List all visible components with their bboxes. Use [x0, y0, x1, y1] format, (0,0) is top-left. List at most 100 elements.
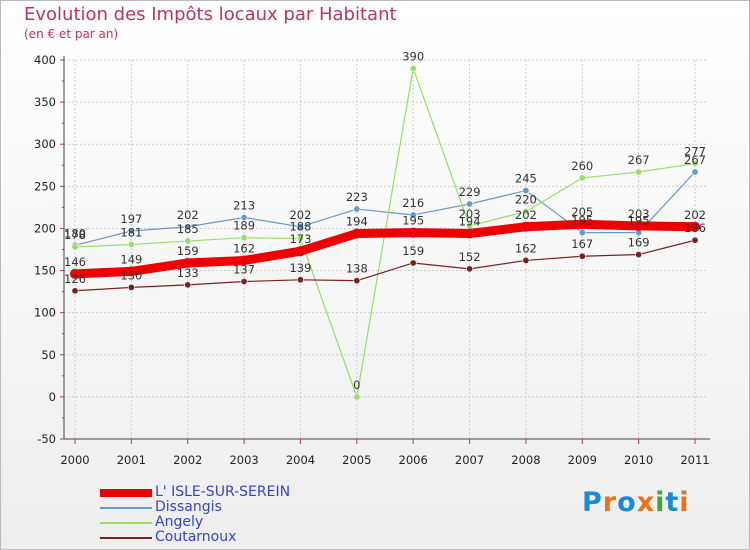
x-tick-label: 2005	[342, 453, 371, 467]
legend-swatch	[100, 507, 152, 509]
y-tick-label: 400	[34, 53, 56, 67]
data-point	[633, 220, 644, 231]
data-point	[578, 229, 586, 237]
x-tick-label: 2001	[117, 453, 146, 467]
data-label: 130	[120, 268, 142, 282]
y-tick-label: 300	[34, 137, 56, 151]
data-label: 139	[289, 261, 311, 275]
logo-letter: x	[636, 487, 656, 518]
line-chart: -50 0 50 100 150 200 250 300 350 400 2000 2001 2002 2…	[34, 49, 710, 467]
data-label: 189	[233, 219, 255, 233]
data-label: 185	[177, 222, 199, 236]
data-point	[409, 259, 417, 267]
logo-letter: i	[679, 487, 690, 518]
data-label: 202	[177, 208, 199, 222]
data-label: 169	[628, 236, 650, 250]
legend-item: Coutarnoux	[100, 529, 400, 545]
y-tick-label: 200	[34, 221, 56, 235]
data-point	[466, 200, 474, 208]
data-point	[127, 227, 135, 235]
data-label: 188	[289, 220, 311, 234]
data-point	[351, 228, 362, 239]
data-point	[691, 236, 699, 244]
data-point	[522, 187, 530, 195]
data-label: 137	[233, 263, 255, 277]
data-label: 267	[684, 153, 706, 167]
data-label: 260	[571, 159, 593, 173]
data-label: 216	[402, 196, 424, 210]
data-point	[240, 213, 248, 221]
x-tick-label: 2007	[455, 453, 484, 467]
data-label: 178	[64, 228, 86, 242]
data-point	[522, 208, 530, 216]
data-point	[184, 223, 192, 231]
data-point	[635, 168, 643, 176]
data-label: 162	[233, 241, 255, 255]
data-point	[464, 228, 475, 239]
data-label: 202	[684, 208, 706, 222]
data-label: 195	[628, 214, 650, 228]
data-point	[690, 221, 700, 232]
data-point	[520, 221, 531, 232]
legend-swatch	[100, 537, 152, 539]
data-point	[127, 283, 135, 291]
data-label: 152	[459, 250, 481, 264]
legend-item: L' ISLE-SUR-SEREIN	[100, 484, 400, 500]
legend-swatch	[100, 522, 152, 524]
legend-swatch	[100, 489, 152, 497]
data-label: 229	[459, 185, 481, 199]
data-label: 195	[571, 214, 593, 228]
data-label: 162	[515, 241, 537, 255]
data-label: 223	[346, 190, 368, 204]
logo-letter: t	[665, 487, 680, 518]
data-point	[296, 235, 304, 243]
data-point	[184, 281, 192, 289]
data-label: 167	[571, 237, 593, 251]
data-label: 194	[346, 214, 368, 228]
data-label: 126	[64, 272, 86, 286]
data-label: 205	[571, 205, 593, 219]
data-label: 220	[515, 193, 537, 207]
data-point	[240, 278, 248, 286]
series-line-l-isle-sur-serein	[70, 219, 700, 279]
logo-letter: i	[655, 487, 666, 518]
series-line-dissangis	[74, 171, 696, 246]
series-line-coutarnoux	[74, 239, 696, 292]
data-point	[353, 393, 361, 401]
data-label: 202	[289, 208, 311, 222]
data-point	[126, 266, 137, 277]
data-label: 0	[353, 378, 360, 392]
legend-item: Angely	[100, 514, 400, 530]
x-tick-label: 2000	[60, 453, 89, 467]
data-label: 181	[120, 225, 142, 239]
y-tick-label: -50	[37, 432, 56, 446]
data-label: 149	[120, 252, 142, 266]
legend-label: Angely	[155, 514, 204, 530]
y-tick-label: 50	[41, 348, 56, 362]
data-point	[409, 211, 417, 219]
data-label: 267	[628, 153, 650, 167]
data-point	[578, 174, 586, 182]
data-point	[353, 205, 361, 213]
data-point	[466, 265, 474, 273]
data-point	[691, 160, 699, 168]
data-point	[295, 246, 306, 257]
data-point	[70, 268, 80, 279]
data-label: 197	[120, 212, 142, 226]
x-tick-label: 2009	[568, 453, 597, 467]
chart-title: Evolution des Impôts locaux par Habitant	[24, 4, 397, 25]
legend-label: L' ISLE-SUR-SEREIN	[155, 484, 291, 500]
x-tick-label: 2002	[173, 453, 202, 467]
data-label: 133	[177, 266, 199, 280]
y-tick-label: 150	[34, 264, 56, 278]
data-point	[522, 256, 530, 264]
data-label: 277	[684, 145, 706, 159]
data-point	[71, 287, 79, 295]
legend-item: Dissangis	[100, 499, 400, 515]
logo-letter: r	[602, 487, 618, 518]
x-tick-label: 2006	[399, 453, 428, 467]
data-point	[578, 252, 586, 260]
legend-label: Coutarnoux	[155, 529, 237, 545]
logo-letter: P	[582, 487, 603, 518]
data-label: 138	[346, 262, 368, 276]
